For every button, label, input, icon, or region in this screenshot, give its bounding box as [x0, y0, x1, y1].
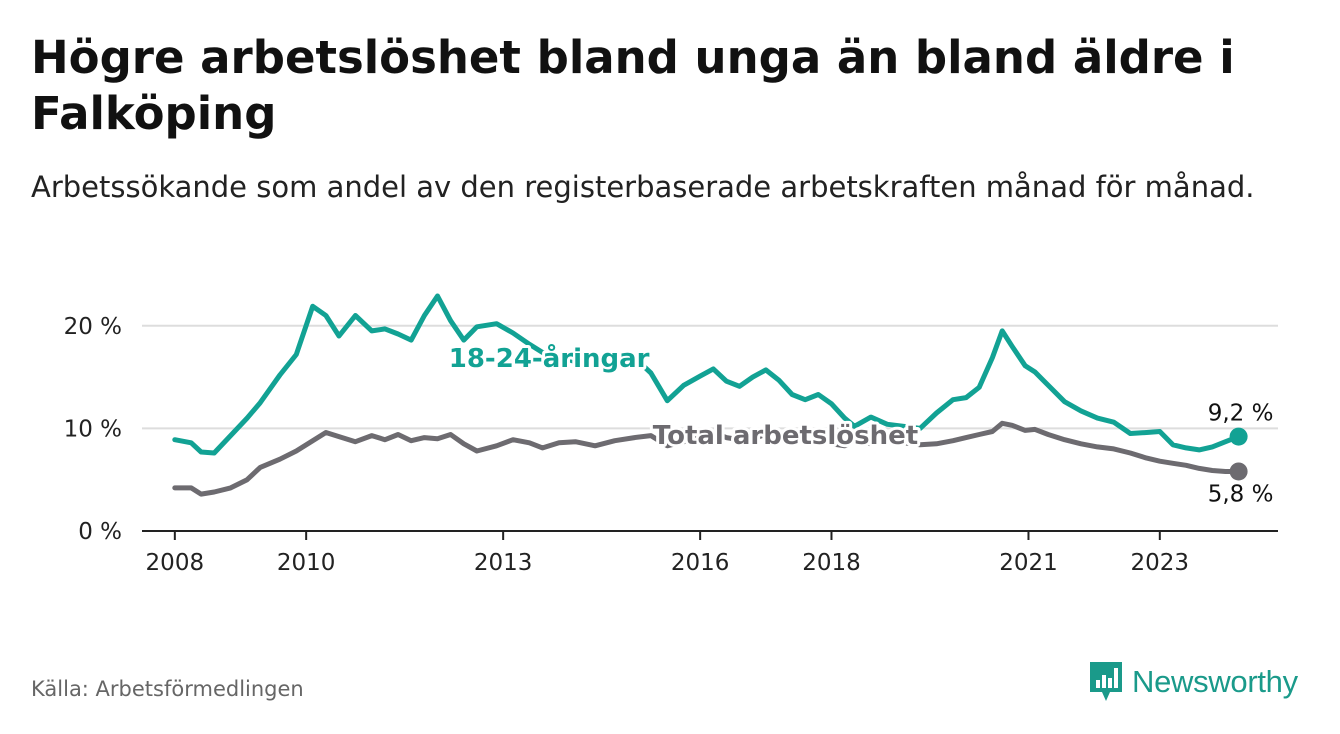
series-lines	[172, 293, 1248, 497]
y-tick-label: 20 %	[64, 314, 122, 340]
x-tick-label: 2016	[671, 550, 730, 576]
youth-end-point	[1229, 427, 1248, 446]
youth-series-line	[172, 293, 1242, 456]
page-title: Högre arbetslöshet bland unga än bland ä…	[31, 31, 1235, 140]
x-tick-label: 2013	[474, 550, 533, 576]
youth-end-label: 9,2 %	[1208, 401, 1274, 427]
brand-logo[interactable]: Newsworthy	[1088, 660, 1298, 704]
source-credit: Källa: Arbetsförmedlingen	[31, 677, 304, 701]
x-tick-label: 2010	[277, 550, 336, 576]
brand-name: Newsworthy	[1132, 664, 1298, 699]
newsworthy-logo-icon	[1090, 662, 1122, 701]
x-tick-label: 2023	[1131, 550, 1190, 576]
total-series-line	[172, 420, 1242, 497]
total-end-label: 5,8 %	[1208, 481, 1274, 507]
total-end-point	[1229, 462, 1248, 481]
axes: 0 % 10 % 20 % 2008 2010 2013 2016 2018 2021 2023	[64, 314, 1278, 576]
y-tick-label: 10 %	[64, 416, 122, 442]
page-subtitle: Arbetssökande som andel av den registerb…	[31, 170, 1255, 204]
series-labels: 9,2 % 5,8 % 18-24-åringar Total arbetslöshe…	[446, 339, 1274, 508]
gridlines	[142, 324, 1278, 430]
line-chart: 0 %10 %20 %2008 2010 2013 2016 2018 2021 2023 …	[64, 293, 1278, 576]
x-tick-label: 2021	[999, 550, 1058, 576]
y-tick-label: 0 %	[78, 519, 122, 545]
total-series-label: Total arbetslöshet	[653, 421, 918, 451]
x-tick-label: 2008	[146, 550, 205, 576]
x-tick-label: 2018	[802, 550, 861, 576]
youth-series-label: 18-24-åringar	[449, 342, 650, 374]
